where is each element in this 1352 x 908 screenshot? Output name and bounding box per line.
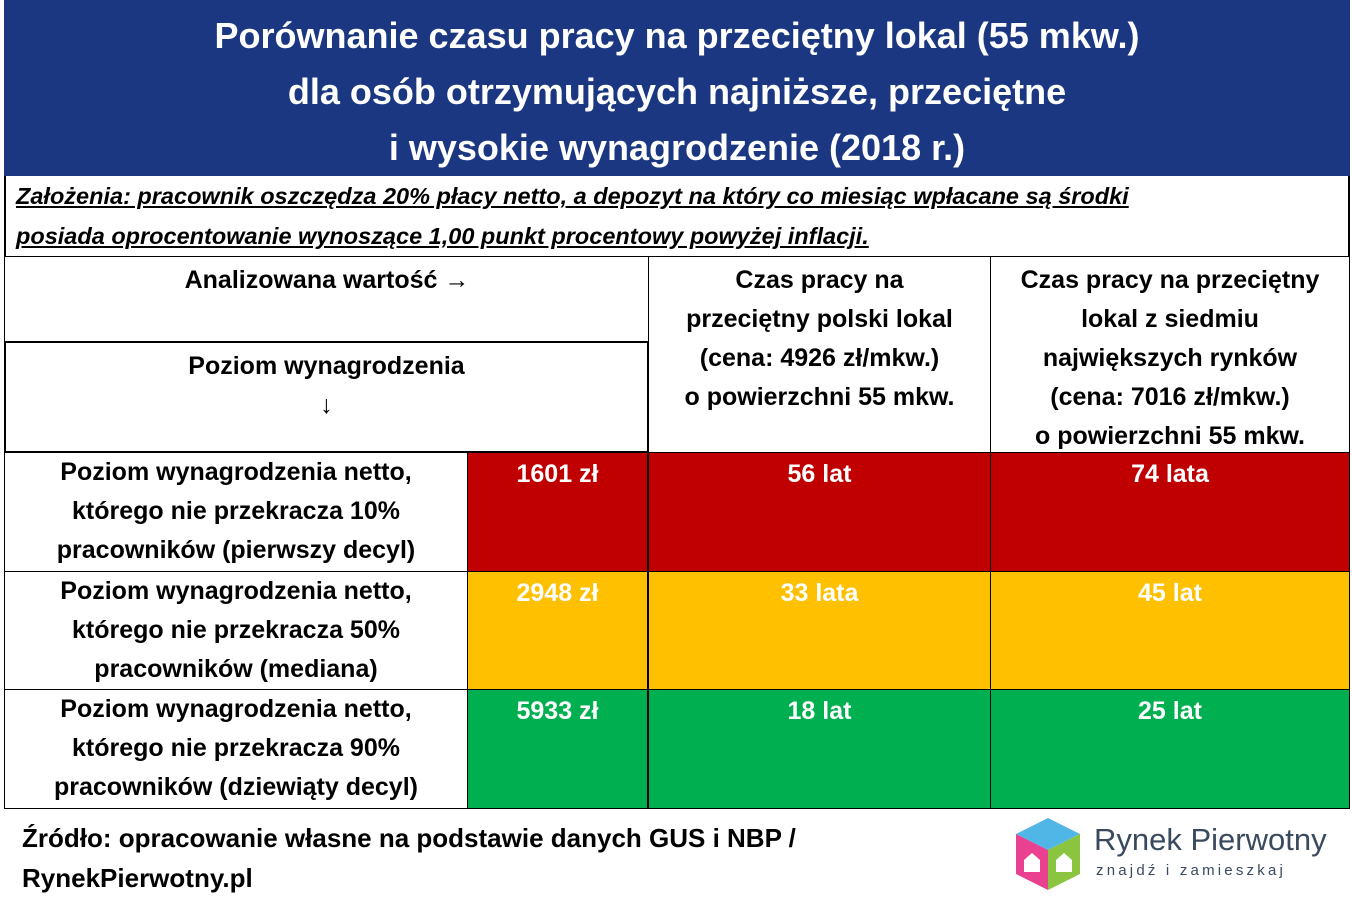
row-label: Poziom wynagrodzenia netto, którego nie … bbox=[4, 689, 468, 809]
logo-icon bbox=[1016, 818, 1080, 890]
value-cell: 33 lata bbox=[648, 570, 991, 690]
value-cell: 18 lat bbox=[648, 689, 991, 809]
assumptions: Założenia: pracownik oszczędza 20% płacy… bbox=[4, 176, 1350, 256]
header-col: Czas pracy na przeciętny lokal z siedmiu… bbox=[990, 256, 1350, 453]
assumption-line: posiada oprocentowanie wynoszące 1,00 pu… bbox=[16, 223, 869, 249]
assumption-line: Założenia: pracownik oszczędza 20% płacy… bbox=[16, 183, 1129, 209]
source-line: Źródło: opracowanie własne na podstawie … bbox=[22, 823, 796, 853]
value-cell: 2948 zł bbox=[467, 570, 649, 690]
value-cell: 56 lat bbox=[648, 452, 991, 572]
logo-name: Rynek Pierwotny bbox=[1094, 822, 1327, 857]
title-line: Porównanie czasu pracy na przeciętny lok… bbox=[214, 15, 1140, 56]
header-level: Poziom wynagrodzenia ↓ bbox=[4, 341, 649, 453]
title-line: dla osób otrzymujących najniższe, przeci… bbox=[287, 71, 1067, 112]
header-col: Czas pracy na przeciętny polski lokal (c… bbox=[648, 256, 991, 453]
logo-tagline: znajdź i zamieszkaj bbox=[1096, 862, 1287, 879]
source-line: RynekPierwotny.pl bbox=[22, 863, 253, 893]
source: Źródło: opracowanie własne na podstawie … bbox=[22, 818, 796, 898]
value-cell: 25 lat bbox=[990, 689, 1350, 809]
value-cell: 5933 zł bbox=[467, 689, 649, 809]
value-cell: 45 lat bbox=[990, 570, 1350, 690]
row-label: Poziom wynagrodzenia netto, którego nie … bbox=[4, 570, 468, 690]
row-label: Poziom wynagrodzenia netto, którego nie … bbox=[4, 452, 468, 572]
header-analyzed: Analizowana wartość → bbox=[4, 256, 649, 342]
title: Porównanie czasu pracy na przeciętny lok… bbox=[4, 0, 1350, 176]
value-cell: 74 lata bbox=[990, 452, 1350, 572]
title-line: i wysokie wynagrodzenie (2018 r.) bbox=[388, 127, 966, 168]
value-cell: 1601 zł bbox=[467, 452, 649, 572]
